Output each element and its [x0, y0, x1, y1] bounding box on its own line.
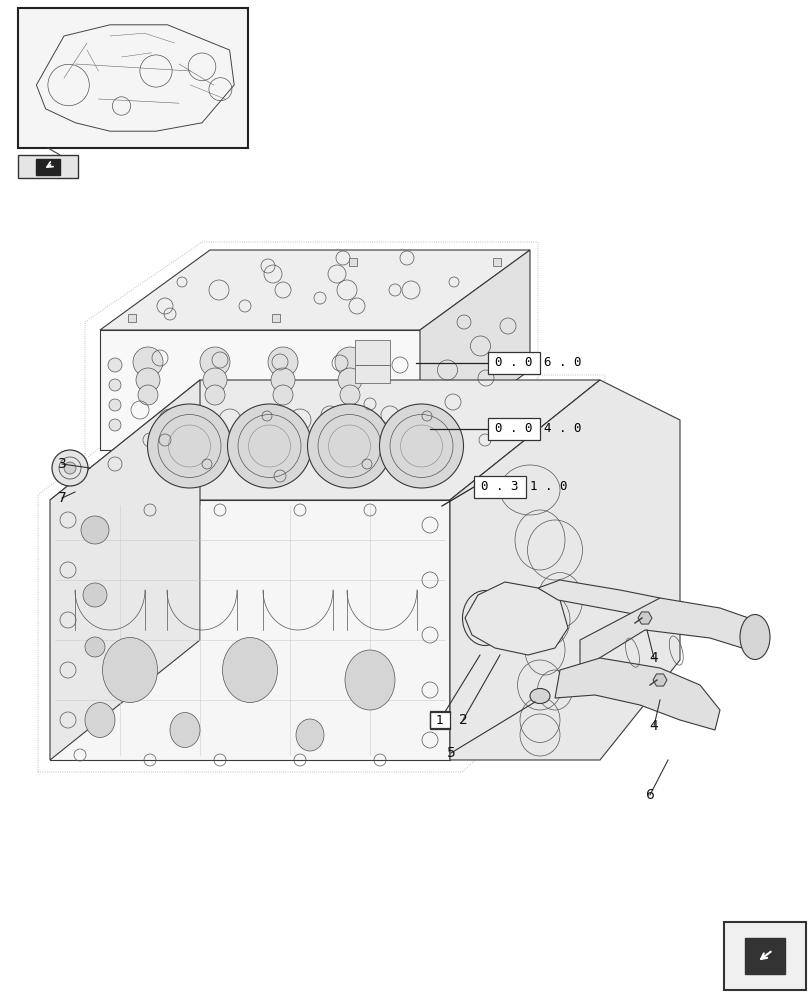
- Text: 0 . 3: 0 . 3: [481, 481, 518, 493]
- Polygon shape: [554, 658, 719, 730]
- Polygon shape: [652, 674, 666, 686]
- Text: 4 . 0: 4 . 0: [543, 422, 581, 436]
- Circle shape: [337, 368, 362, 392]
- Polygon shape: [744, 938, 784, 974]
- Text: 4: 4: [649, 651, 658, 665]
- Circle shape: [109, 399, 121, 411]
- Circle shape: [64, 462, 76, 474]
- Text: 1: 1: [436, 714, 444, 726]
- FancyBboxPatch shape: [430, 711, 449, 729]
- Bar: [128, 314, 136, 322]
- FancyBboxPatch shape: [487, 418, 539, 440]
- Ellipse shape: [345, 650, 394, 710]
- Bar: [354, 365, 389, 383]
- Circle shape: [148, 404, 231, 488]
- Circle shape: [335, 347, 365, 377]
- Bar: [18, 155, 78, 178]
- Bar: [354, 340, 389, 365]
- Polygon shape: [36, 158, 60, 174]
- FancyBboxPatch shape: [487, 352, 539, 374]
- Circle shape: [204, 385, 225, 405]
- Text: 5: 5: [446, 746, 455, 760]
- Circle shape: [52, 450, 88, 486]
- Circle shape: [109, 379, 121, 391]
- Polygon shape: [465, 582, 568, 655]
- Text: 3: 3: [58, 457, 67, 471]
- Text: 0 . 0: 0 . 0: [495, 357, 532, 369]
- Ellipse shape: [85, 702, 115, 738]
- Polygon shape: [100, 330, 419, 450]
- Ellipse shape: [296, 719, 324, 751]
- Circle shape: [108, 358, 122, 372]
- Circle shape: [135, 368, 160, 392]
- Polygon shape: [637, 612, 651, 624]
- Polygon shape: [50, 380, 599, 500]
- Circle shape: [227, 404, 311, 488]
- Polygon shape: [579, 598, 759, 670]
- Ellipse shape: [739, 614, 769, 660]
- Bar: [493, 258, 501, 266]
- Circle shape: [133, 347, 163, 377]
- Circle shape: [307, 404, 391, 488]
- Ellipse shape: [530, 688, 549, 704]
- Text: 6: 6: [645, 788, 654, 802]
- Polygon shape: [449, 380, 679, 760]
- FancyBboxPatch shape: [474, 476, 526, 498]
- Bar: [723, 922, 805, 990]
- Circle shape: [268, 347, 298, 377]
- Polygon shape: [50, 500, 449, 760]
- Bar: [18, 8, 247, 148]
- Circle shape: [83, 583, 107, 607]
- Bar: [272, 314, 280, 322]
- Circle shape: [379, 404, 463, 488]
- Bar: [349, 258, 357, 266]
- Circle shape: [81, 516, 109, 544]
- Circle shape: [200, 347, 230, 377]
- Text: 4: 4: [649, 719, 658, 733]
- Ellipse shape: [222, 638, 277, 702]
- Ellipse shape: [169, 712, 200, 748]
- Polygon shape: [419, 250, 530, 450]
- Text: 1 . 0: 1 . 0: [530, 481, 567, 493]
- Circle shape: [138, 385, 158, 405]
- Polygon shape: [449, 380, 599, 760]
- Polygon shape: [100, 250, 530, 330]
- Circle shape: [340, 385, 359, 405]
- Polygon shape: [50, 380, 200, 760]
- Text: 2: 2: [458, 713, 467, 727]
- Text: 7: 7: [58, 491, 67, 505]
- Circle shape: [272, 385, 293, 405]
- Circle shape: [109, 419, 121, 431]
- Circle shape: [271, 368, 294, 392]
- Ellipse shape: [102, 638, 157, 702]
- Circle shape: [203, 368, 227, 392]
- Text: 6 . 0: 6 . 0: [543, 357, 581, 369]
- Polygon shape: [538, 580, 659, 618]
- Text: 0 . 0: 0 . 0: [495, 422, 532, 436]
- Circle shape: [85, 637, 105, 657]
